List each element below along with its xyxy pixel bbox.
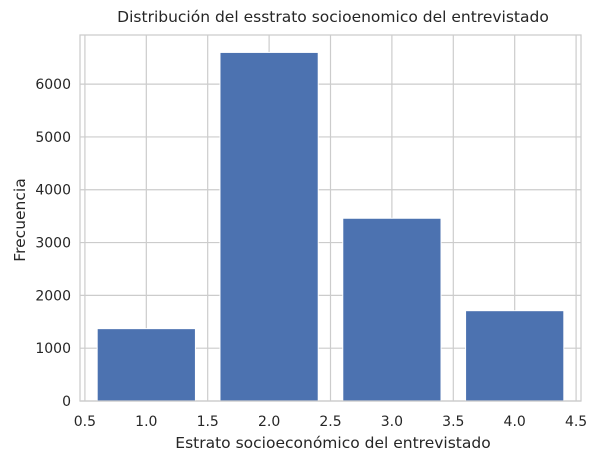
y-axis-label: Frecuencia — [11, 178, 29, 261]
x-tick-label: 1.0 — [135, 414, 157, 430]
x-tick-label: 2.0 — [258, 414, 280, 430]
bars — [96, 51, 565, 402]
y-tick-labels: 0 1000 2000 3000 4000 5000 6000 — [35, 77, 71, 410]
x-tick-label: 4.5 — [565, 414, 587, 430]
y-tick-label: 3000 — [35, 236, 71, 252]
x-tick-label: 4.0 — [504, 414, 526, 430]
x-tick-labels: 0.5 1.0 1.5 2.0 2.5 3.0 3.5 4.0 4.5 — [74, 414, 587, 430]
x-axis-label: Estrato socioeconómico del entrevistado — [175, 434, 490, 452]
y-tick-label: 0 — [62, 394, 71, 410]
chart-title: Distribución del esstrato socioenomico d… — [117, 8, 549, 26]
y-tick-label: 4000 — [35, 183, 71, 199]
x-tick-label: 1.5 — [197, 414, 219, 430]
bar-1 — [96, 328, 196, 402]
y-tick-label: 2000 — [35, 288, 71, 304]
y-tick-label: 6000 — [35, 77, 71, 93]
x-tick-label: 0.5 — [74, 414, 96, 430]
plot-frame — [79, 34, 582, 402]
y-tick-label: 1000 — [35, 341, 71, 357]
x-tick-label: 2.5 — [319, 414, 341, 430]
bar-2 — [219, 51, 319, 402]
bar-3 — [342, 217, 442, 402]
x-tick-label: 3.0 — [381, 414, 403, 430]
x-tick-label: 3.5 — [442, 414, 464, 430]
y-tick-label: 5000 — [35, 130, 71, 146]
bar-4 — [465, 310, 565, 402]
